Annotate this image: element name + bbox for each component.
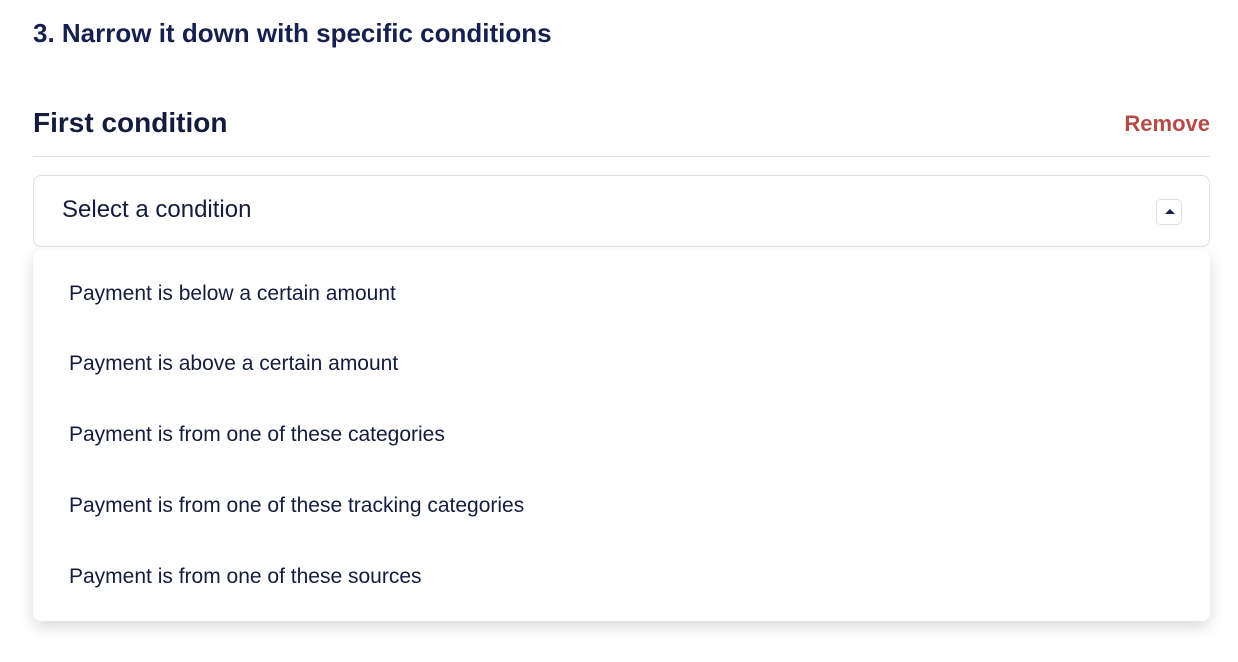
menu-option[interactable]: Payment is from one of these categories xyxy=(69,423,445,446)
menu-option[interactable]: Payment is from one of these sources xyxy=(69,565,422,588)
menu-option[interactable]: Payment is above a certain amount xyxy=(69,352,399,375)
remove-button[interactable]: Remove xyxy=(1124,111,1210,136)
condition-select[interactable]: Select a condition xyxy=(33,175,1210,247)
menu-option[interactable]: Payment is below a certain amount xyxy=(69,282,396,305)
condition-title: First condition xyxy=(33,107,228,138)
menu-option[interactable]: Payment is from one of these tracking ca… xyxy=(69,494,525,517)
condition-dropdown-menu: Payment is below a certain amount Paymen… xyxy=(33,250,1210,621)
select-placeholder: Select a condition xyxy=(62,196,252,223)
section-title: 3. Narrow it down with specific conditio… xyxy=(33,18,552,48)
divider xyxy=(33,156,1210,157)
caret-up-icon[interactable] xyxy=(1156,199,1182,225)
